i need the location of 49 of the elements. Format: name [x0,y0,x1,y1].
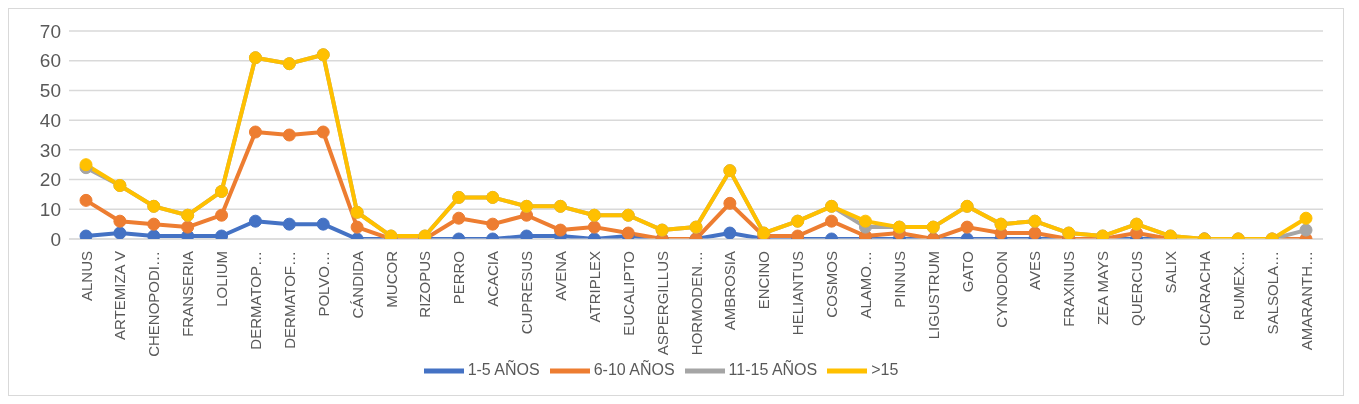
y-tick-label: 30 [39,139,61,161]
x-tick-label: CUPRESUS [518,251,536,335]
x-tick-label: ACACIA [484,251,502,307]
x-tick-label: ZEA MAYS [1094,251,1112,325]
x-tick-label: POLVO… [314,251,332,317]
x-tick-label: CUCARACHA [1195,251,1213,347]
x-tick-label: AMBROSIA [721,251,739,331]
x-tick-label: ASPERGILLUS [653,251,671,356]
x-tick-label: QUERCUS [1128,251,1146,327]
x-tick-label: RIZOPUS [416,251,434,318]
x-tick-label: HORMODEN… [687,251,705,356]
legend-label: 6-10 AÑOS [593,361,675,379]
x-tick-label: RUMEX… [1229,251,1247,321]
y-tick-label: 70 [39,20,61,42]
x-tick-label: GATO [958,251,976,293]
x-tick-label: SALIX [1161,251,1179,294]
x-tick-label: PINNUS [890,251,908,308]
x-tick-label: PERRO [450,251,468,305]
x-tick-label: FRAXINUS [1060,251,1078,327]
x-tick-label: ALNUS [77,251,95,302]
x-tick-label: ARTEMIZA V [111,251,129,340]
x-tick-label: FRANSERIA [179,251,197,337]
legend-label: 11-15 AÑOS [728,361,818,379]
x-tick-label: ALAMO… [856,251,874,319]
x-tick-label: SALSOLA… [1263,251,1281,335]
y-tick-label: 20 [39,169,61,191]
x-tick-label: CYNODON [992,251,1010,328]
y-tick-label: 50 [39,80,61,102]
x-tick-label: HELIANTUS [789,251,807,336]
x-tick-label: LOLIUM [213,251,231,307]
y-tick-label: 10 [39,199,61,221]
x-tick-label: DERMATOP… [246,251,264,350]
y-tick-label: 0 [50,228,61,250]
x-tick-label: MUCOR [382,250,400,308]
x-tick-label: AMARANTH… [1297,251,1315,351]
x-tick-label: EUCALIPTO [619,251,637,336]
x-tick-label: AVES [1026,251,1044,290]
x-tick-label: AVENA [551,251,569,301]
x-tick-label: ATRIPLEX [585,251,603,323]
legend-label: >15 [871,361,899,379]
legend-label: 1-5 AÑOS [467,361,540,379]
x-tick-label: LIGUSTRUM [924,251,942,340]
y-tick-label: 40 [39,109,61,131]
x-tick-label: ENCINO [755,251,773,310]
x-tick-label: DERMATOF… [280,251,298,349]
y-tick-label: 60 [39,50,61,72]
x-tick-label: CHENOPODI… [145,251,163,357]
x-tick-label: CÁNDIDA [348,251,366,319]
x-tick-label: COSMOS [823,251,841,318]
